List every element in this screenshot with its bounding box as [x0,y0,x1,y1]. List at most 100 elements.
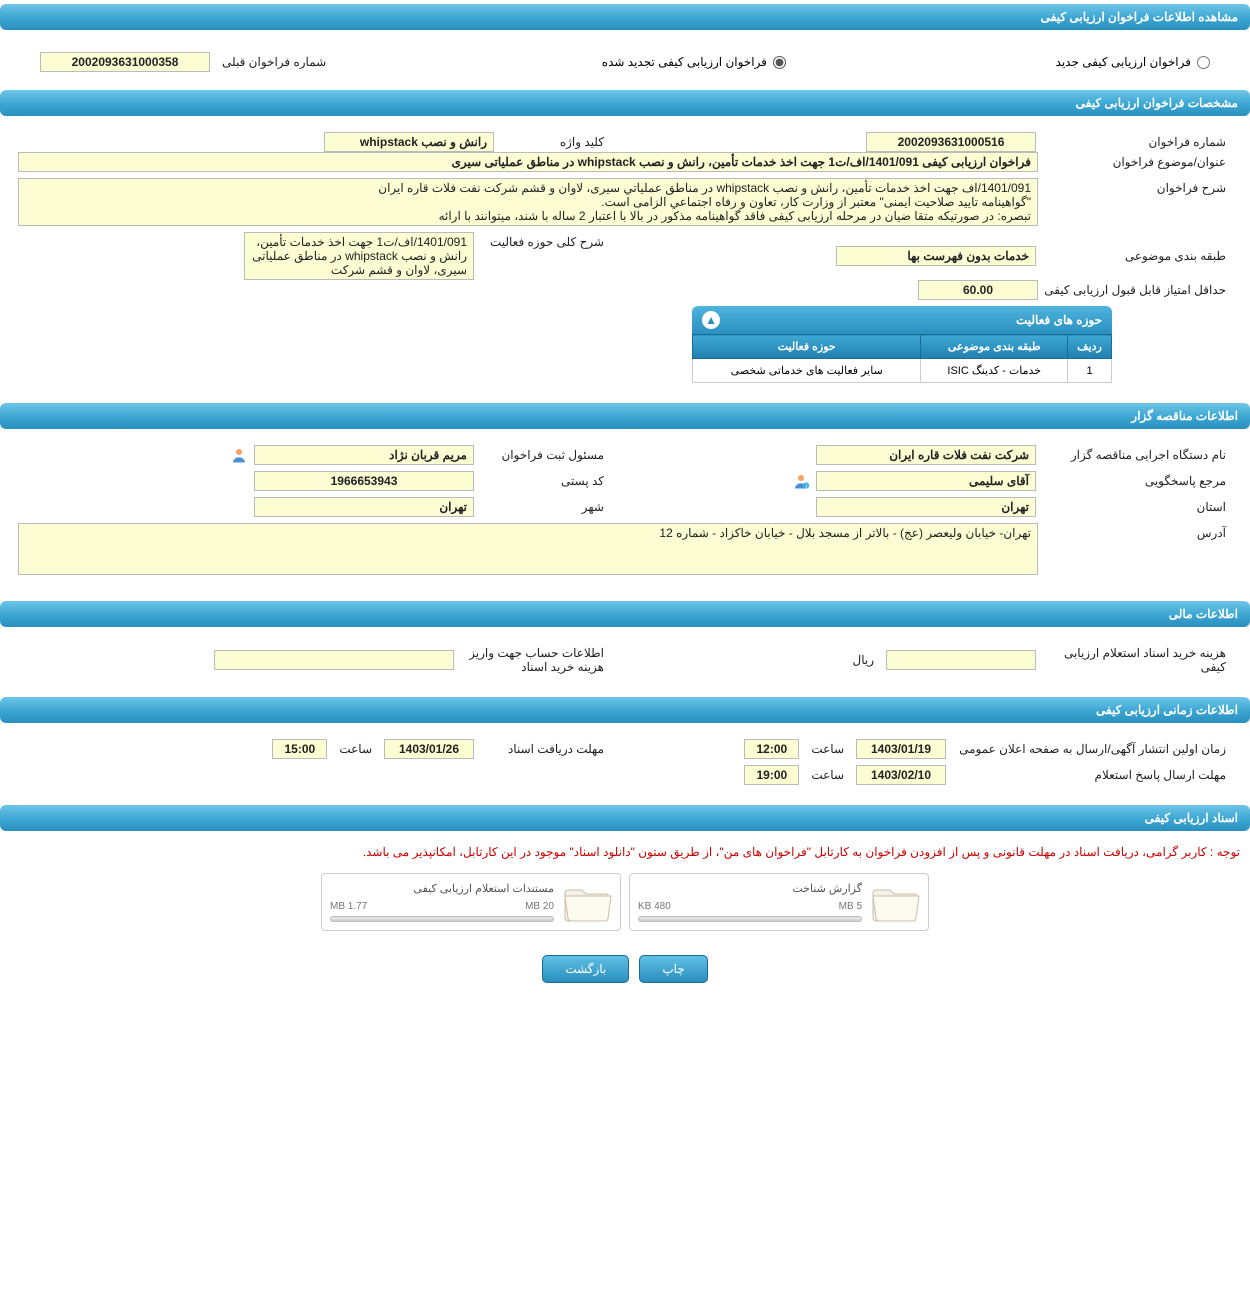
cell-row: 1 [1068,359,1112,383]
collapse-icon[interactable]: ▲ [702,311,720,329]
doc-progress-bar [330,916,554,922]
sec3-title: اطلاعات مالی [1169,607,1238,621]
recv-label: مهلت دریافت اسناد [480,739,610,759]
opt-new-radio[interactable] [1197,56,1210,69]
doc-total: 20 MB [525,901,554,912]
pub-label: زمان اولین انتشار آگهی/ارسال به صفحه اعل… [952,739,1232,759]
cell-class: خدمات - کدینگ ISIC [921,359,1068,383]
doc-size: 480 KB [638,901,671,912]
sec5-header: اسناد ارزیابی کیفی [0,805,1250,831]
contact: آقای سلیمی [816,471,1036,491]
col-class: طبقه بندی موضوعی [921,335,1068,359]
call-type-row: فراخوان ارزیابی کیفی جدید فراخوان ارزیاب… [0,38,1250,86]
sec2-title: اطلاعات مناقصه گزار [1131,409,1238,423]
reply-time-label: ساعت [805,765,850,785]
sec4-title: اطلاعات زمانی ارزیابی کیفی [1096,703,1238,717]
reply-date: 1403/02/10 [856,765,946,785]
org: شرکت نفت فلات قاره ایران [816,445,1036,465]
doc-card[interactable]: مستندات استعلام ارزیابی کیفی 20 MB 1.77 MB [321,873,621,931]
activity-table-title: حوزه های فعالیت [1016,313,1102,327]
warning-note: توجه : کاربر گرامی، دریافت اسناد در مهلت… [0,839,1250,865]
sec2-header: اطلاعات مناقصه گزار [0,403,1250,429]
min-score: 60.00 [918,280,1038,300]
recv-time-label: ساعت [333,739,378,759]
scope-label: شرح کلی حوزه فعالیت [480,232,610,252]
print-button[interactable]: چاپ [639,955,707,983]
opt-new[interactable]: فراخوان ارزیابی کیفی جدید [1056,55,1210,69]
call-title: فراخوان ارزیابی کیفی 1401/091/اف/ت1 جهت … [18,152,1038,172]
doc-cards: گزارش شناخت 5 MB 480 KB مستندات استعلام ارز… [0,865,1250,949]
col-scope: حوزه فعالیت [693,335,921,359]
postal-label: کد پستی [480,471,610,491]
org-label: نام دستگاه اجرایی مناقصه گزار [1042,445,1232,465]
sec3-body: هزینه خرید اسناد استعلام ارزیابی کیفی ری… [0,635,1250,693]
activity-table-wrap: حوزه های فعالیت ▲ ردیف طبقه بندی موضوعی … [692,306,1112,383]
postal: 1966653943 [254,471,474,491]
doc-card[interactable]: گزارش شناخت 5 MB 480 KB [629,873,929,931]
class: خدمات بدون فهرست بها [836,246,1036,266]
pub-time-label: ساعت [805,739,850,759]
opt-renew[interactable]: فراخوان ارزیابی کیفی تجدید شده [602,55,786,69]
scope: 1401/091/اف/ت1 جهت اخذ خدمات تأمین، رانش… [244,232,474,280]
desc: 1401/091/اف جهت اخذ خدمات تأمین، رانش و … [18,178,1038,226]
deposit [214,650,454,670]
activity-table: ردیف طبقه بندی موضوعی حوزه فعالیت 1خدمات… [692,334,1112,383]
doc-total: 5 MB [839,901,862,912]
registrar-label: مسئول ثبت فراخوان [480,445,610,465]
opt-renew-label: فراخوان ارزیابی کیفی تجدید شده [602,55,767,69]
city-label: شهر [480,497,610,517]
col-row: ردیف [1068,335,1112,359]
back-button[interactable]: بازگشت [542,955,629,983]
province-label: استان [1042,497,1232,517]
address-label: آدرس [1042,523,1232,543]
sec1-body: شماره فراخوان 2002093631000516 کلید واژه… [0,124,1250,399]
pub-time: 12:00 [744,739,799,759]
registrar: مریم قربان نژاد [254,445,474,465]
deposit-label: اطلاعات حساب جهت واریز هزینه خرید اسناد [460,643,610,677]
kw: رانش و نصب whipstack [324,132,494,152]
rial-label: ریال [846,650,880,670]
pub-date: 1403/01/19 [856,739,946,759]
cost-label: هزینه خرید اسناد استعلام ارزیابی کیفی [1042,643,1232,677]
folder-icon [872,882,920,922]
prev-num: 2002093631000358 [40,52,210,72]
contact-label: مرجع پاسخگویی [1042,471,1232,491]
cell-scope: سایر فعالیت های خدماتی شخصی [693,359,921,383]
sec4-body: زمان اولین انتشار آگهی/ارسال به صفحه اعل… [0,731,1250,801]
cost [886,650,1036,670]
doc-title: مستندات استعلام ارزیابی کیفی [330,882,554,895]
page-title-bar: مشاهده اطلاعات فراخوان ارزیابی کیفی [0,4,1250,30]
sec4-header: اطلاعات زمانی ارزیابی کیفی [0,697,1250,723]
province: تهران [816,497,1036,517]
svg-text:i: i [806,484,807,490]
sec1-title: مشخصات فراخوان ارزیابی کیفی [1076,96,1238,110]
sec3-header: اطلاعات مالی [0,601,1250,627]
sec1-header: مشخصات فراخوان ارزیابی کیفی [0,90,1250,116]
opt-renew-radio[interactable] [773,56,786,69]
num: 2002093631000516 [866,132,1036,152]
opt-new-label: فراخوان ارزیابی کیفی جدید [1056,55,1191,69]
class-label: طبقه بندی موضوعی [1042,246,1232,266]
doc-progress-bar [638,916,862,922]
doc-size: 1.77 MB [330,901,367,912]
folder-icon [564,882,612,922]
recv-time: 15:00 [272,739,327,759]
sec2-body: نام دستگاه اجرایی مناقصه گزار شرکت نفت ف… [0,437,1250,597]
desc-label: شرح فراخوان [1042,178,1232,198]
reply-label: مهلت ارسال پاسخ استعلام [952,765,1232,785]
num-label: شماره فراخوان [1042,132,1232,152]
kw-label: کلید واژه [500,132,610,152]
doc-title: گزارش شناخت [638,882,862,895]
reply-time: 19:00 [744,765,799,785]
recv-date: 1403/01/26 [384,739,474,759]
user-info-icon: i [792,472,810,490]
call-title-label: عنوان/موضوع فراخوان [1042,152,1232,172]
city: تهران [254,497,474,517]
min-score-label: حداقل امتیاز قابل قبول ارزیابی کیفی [1042,280,1232,300]
user-icon [230,446,248,464]
table-row: 1خدمات - کدینگ ISICسایر فعالیت های خدمات… [693,359,1112,383]
sec5-title: اسناد ارزیابی کیفی [1145,811,1238,825]
prev-num-label: شماره فراخوان قبلی [216,52,332,72]
address: تهران- خیابان ولیعصر (عج) - بالاتر از مس… [18,523,1038,575]
page-title: مشاهده اطلاعات فراخوان ارزیابی کیفی [1041,10,1238,24]
